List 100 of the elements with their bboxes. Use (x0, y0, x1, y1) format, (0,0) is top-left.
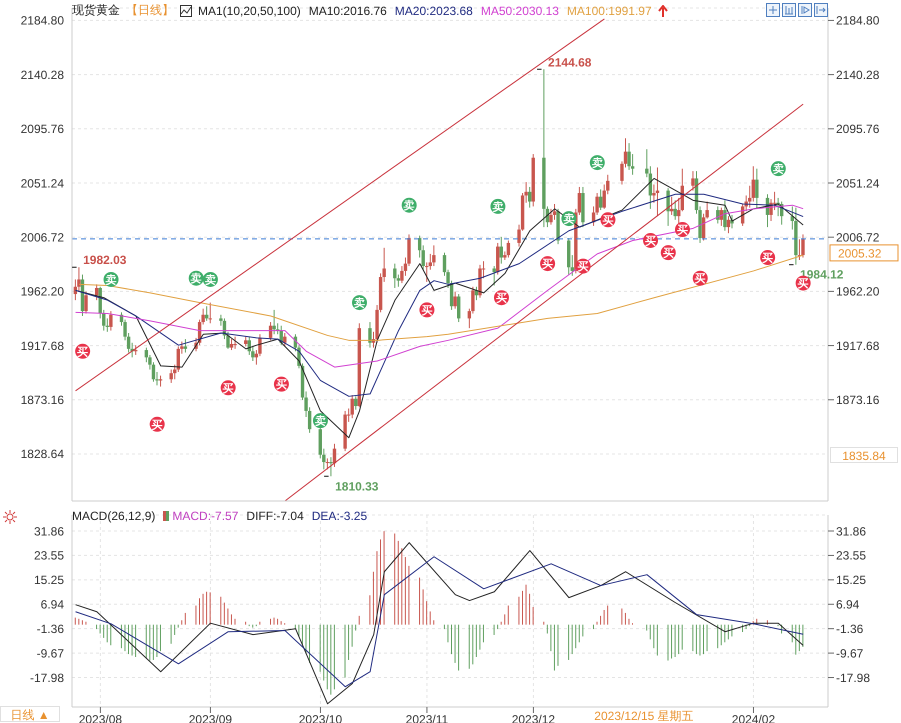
y-tick-label: 2051.24 (20, 176, 64, 190)
chart-subtitle: 【日线】 (126, 2, 174, 19)
candlestick (755, 168, 759, 210)
y-tick-label: -9.67 (36, 646, 64, 660)
y2-tick-label: 2184.80 (836, 14, 880, 28)
y2-tick-label: 1962.20 (836, 284, 880, 299)
candlestick (500, 236, 503, 264)
y-tick-label: 1917.68 (20, 338, 64, 353)
legend-title: MACD(26,12,9) (72, 509, 156, 523)
y-tick-label: 2006.72 (20, 230, 64, 244)
y2-tick-label: -1.36 (836, 622, 864, 636)
annotation: 1810.33 (335, 479, 379, 494)
y-tick-label: 15.25 (34, 573, 64, 588)
y2-tick-label: 2095.76 (836, 122, 880, 136)
y-tick-label: 1828.64 (20, 447, 64, 462)
candlestick (720, 207, 724, 226)
line-series (75, 542, 804, 704)
annotation: 2144.68 (548, 55, 592, 70)
candlestick (598, 188, 602, 211)
candlestick (723, 200, 727, 232)
text: MA50:2030.13 (480, 4, 559, 18)
ref-line-label: 2005.32 (838, 246, 882, 260)
candlestick (691, 170, 695, 192)
text: 买 (77, 346, 88, 358)
candlestick (656, 166, 660, 217)
y-tick-label: 2095.76 (20, 122, 64, 136)
text: 卖 (204, 274, 216, 286)
text: 买 (762, 252, 774, 265)
chart-title: 现货黄金 (72, 2, 120, 19)
text: 卖 (563, 214, 574, 226)
y-tick-label: 2184.80 (20, 14, 64, 28)
y2-tick-label: -9.67 (836, 646, 864, 660)
text: DEA:-3.25 (312, 509, 368, 523)
candlestick (393, 263, 397, 288)
y2-tick-label: 23.55 (836, 548, 866, 563)
y-tick-label: -17.98 (30, 670, 64, 685)
legend-title: MA1(10,20,50,100) (198, 4, 301, 18)
y2-tick-label: 1917.68 (836, 338, 880, 353)
y-tick-label: 31.86 (34, 524, 64, 538)
candlestick (492, 266, 496, 286)
candlestick (432, 244, 436, 267)
text: 卖 (314, 416, 326, 428)
candlestick (134, 344, 138, 356)
series-label: 买 (602, 214, 614, 227)
y-tick-label: 1873.16 (20, 393, 64, 408)
candlestick (329, 456, 333, 477)
candlestick (474, 286, 478, 301)
text: 买 (645, 236, 656, 248)
y-tick-label: -1.36 (36, 622, 64, 636)
y2-tick-label: -17.98 (836, 670, 870, 685)
candlestick (674, 200, 677, 220)
candlestick (456, 294, 460, 323)
candlestick (670, 196, 674, 216)
y-tick-label: 2140.28 (20, 68, 64, 82)
annotation: 1982.03 (83, 253, 127, 268)
text: 日线 ▲ (0, 706, 60, 722)
candlestick (268, 322, 272, 341)
text: 买 (662, 248, 674, 260)
candlestick (272, 309, 276, 335)
text: 卖 (404, 200, 415, 212)
text: 买 (578, 261, 589, 274)
y-tick-label: 6.94 (40, 598, 64, 612)
y2-tick-label: 2140.28 (836, 68, 880, 82)
candlestick (208, 302, 212, 324)
text: 卖 (492, 201, 504, 214)
text: 卖 (106, 274, 117, 286)
candlestick (109, 310, 113, 332)
candlestick (666, 188, 670, 226)
y2-tick-label: 6.94 (836, 598, 860, 612)
candlestick (326, 458, 330, 470)
candlestick (716, 206, 720, 224)
text: 买 (421, 304, 432, 317)
text: MA20:2023.68 (394, 4, 473, 18)
text: 买 (152, 419, 163, 432)
y-tick-label: 1962.20 (20, 284, 64, 299)
candlestick (506, 240, 510, 258)
candlestick (233, 336, 237, 350)
candlestick (528, 186, 532, 208)
y2-tick-label: 1873.16 (836, 393, 880, 408)
y2-tick-label: 31.86 (836, 524, 866, 538)
candlestick (350, 394, 354, 419)
line-series (75, 556, 804, 688)
text: 买 (276, 379, 287, 392)
series-label: 卖 (592, 156, 603, 170)
y2-tick-label: 15.25 (836, 573, 866, 588)
candlestick (184, 338, 188, 353)
candlestick (453, 291, 457, 310)
text: 买 (694, 273, 706, 286)
text: MA10:2016.76 (308, 4, 387, 18)
text: 卖 (772, 164, 784, 176)
y2-tick-label: 2051.24 (836, 176, 880, 190)
text: 买 (222, 382, 234, 395)
text: 买 (496, 292, 507, 305)
text: DIFF:-7.04 (246, 509, 304, 523)
candlestick (204, 306, 208, 322)
candlestick (354, 396, 358, 410)
text: 卖 (354, 298, 365, 310)
text: 买 (676, 224, 688, 237)
candlestick (726, 216, 730, 234)
text: 卖 (190, 273, 202, 286)
